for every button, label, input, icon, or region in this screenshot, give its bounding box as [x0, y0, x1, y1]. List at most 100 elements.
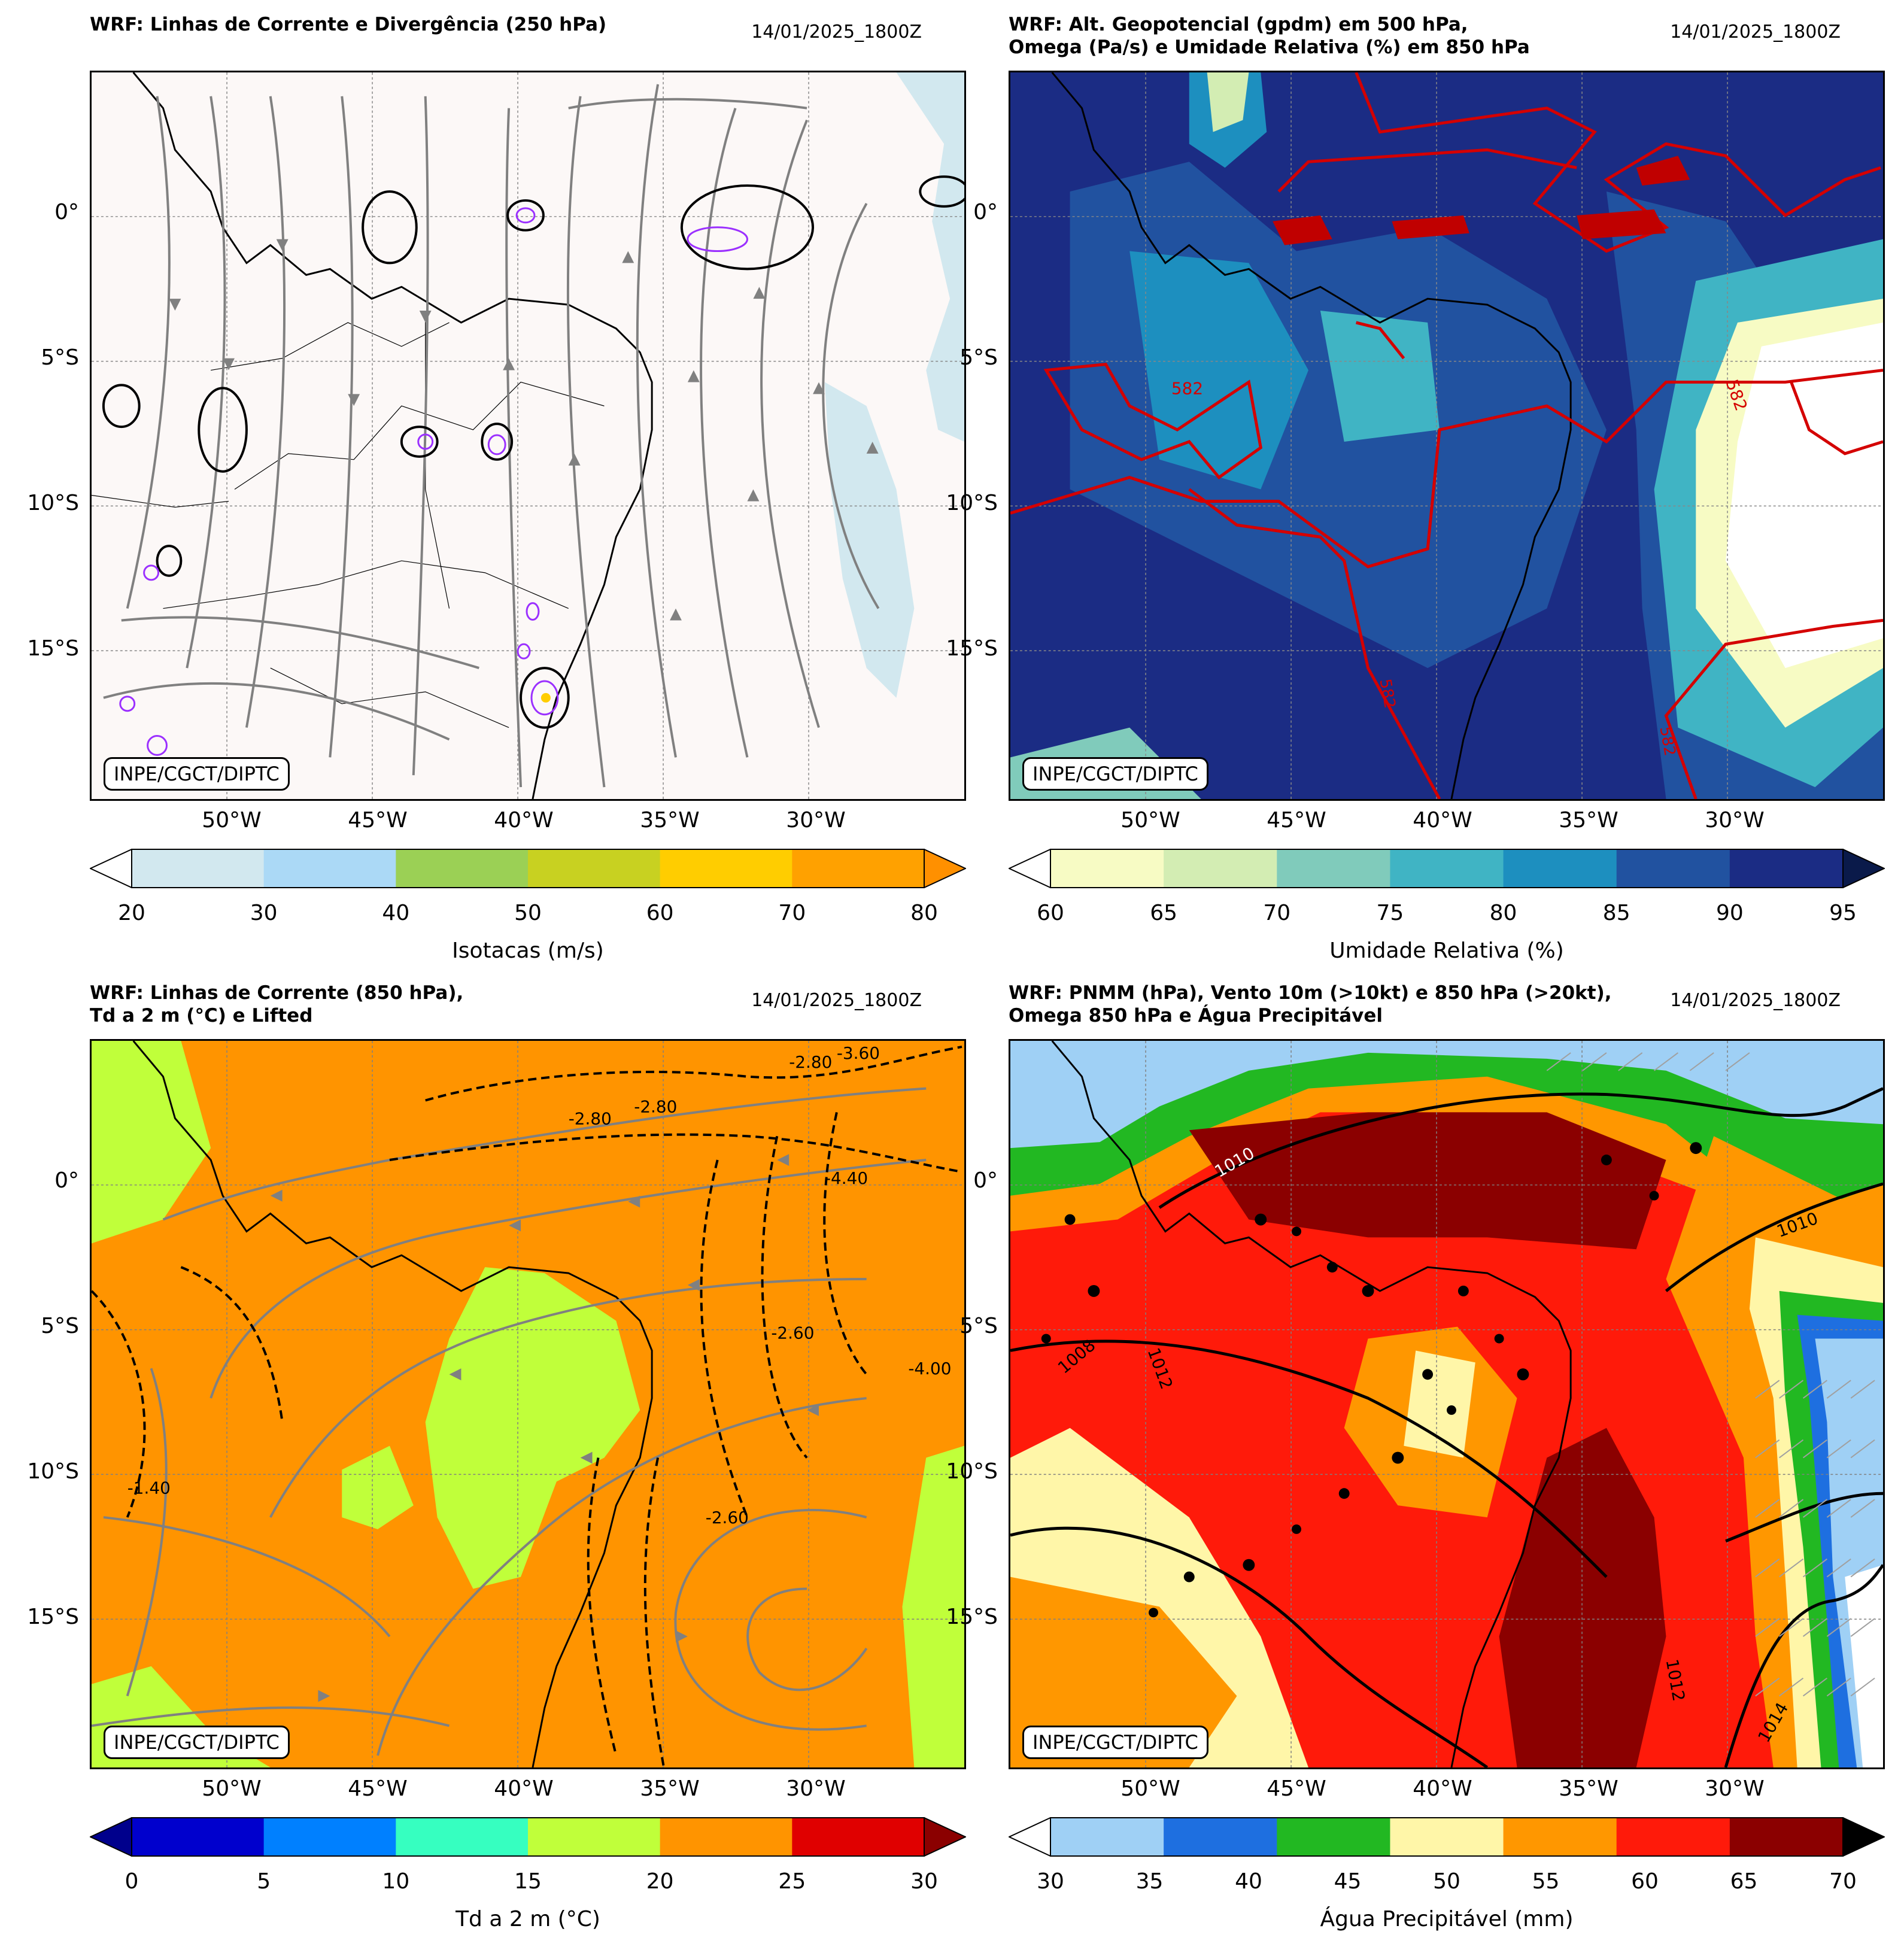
- lat-label: 10°S: [27, 491, 79, 515]
- lat-label: 15°S: [27, 1605, 79, 1629]
- map-area[interactable]: -2.80 -3.60 -2.80 -2.80 -4.40 -2.60 -2.6…: [90, 1039, 966, 1769]
- colorbar-tick-label: 55: [1532, 1869, 1560, 1894]
- colorbar: [1007, 1817, 1886, 1857]
- map-area[interactable]: INPE/CGCT/DIPTC: [90, 71, 966, 801]
- colorbar-segment: [1277, 1818, 1390, 1856]
- contour-label: 1008: [1054, 1335, 1100, 1378]
- credit-box: INPE/CGCT/DIPTC: [104, 1726, 290, 1759]
- colorbar-segment: [1729, 849, 1844, 888]
- contour-label: 582: [1376, 678, 1399, 710]
- lat-label: 0°: [973, 200, 998, 224]
- lon-label: 50°W: [202, 808, 262, 833]
- lon-label: 40°W: [1413, 1776, 1472, 1801]
- lon-label: 30°W: [786, 1776, 846, 1801]
- colorbar-segment: [396, 1818, 529, 1856]
- panel-streamlines-850hpa: WRF: Linhas de Corrente (850 hPa), Td a …: [0, 968, 967, 1944]
- colorbar-segment: [263, 849, 396, 888]
- colorbar-frame: [131, 1817, 925, 1857]
- colorbar-segment: [1729, 1818, 1844, 1856]
- contour-labels: 582 582 582 582: [1171, 377, 1751, 758]
- lon-label: 45°W: [1267, 1776, 1326, 1801]
- colorbar-segment: [528, 1818, 661, 1856]
- colorbar-tick-label: 65: [1730, 1869, 1758, 1894]
- lon-label: 30°W: [1705, 808, 1765, 833]
- credit-box: INPE/CGCT/DIPTC: [104, 757, 290, 791]
- colorbar-frame: [1050, 849, 1844, 888]
- lon-label: 50°W: [1120, 808, 1180, 833]
- lon-label: 40°W: [494, 808, 554, 833]
- colorbar-graphic: [89, 848, 967, 889]
- colorbar-tick-label: 30: [1037, 1869, 1064, 1894]
- colorbar-segment: [528, 849, 661, 888]
- colorbar-tick-label: 0: [124, 1869, 139, 1894]
- colorbar: [89, 1817, 967, 1857]
- panel-datetime: 14/01/2025_1800Z: [1670, 990, 1841, 1011]
- colorbar-tick-label: 60: [1631, 1869, 1659, 1894]
- map-graphics: [1010, 1041, 1883, 1767]
- colorbar-segment: [792, 849, 925, 888]
- colorbar-segment: [1050, 1818, 1164, 1856]
- colorbar-segment: [263, 1818, 396, 1856]
- lon-label: 50°W: [1120, 1776, 1180, 1801]
- lat-label: 15°S: [946, 636, 998, 661]
- colorbar-tick-label: 20: [646, 1869, 674, 1894]
- lat-label: 5°S: [959, 345, 998, 370]
- lat-label: 0°: [54, 1168, 79, 1193]
- colorbar-tick-label: 30: [910, 1869, 938, 1894]
- colorbar-segment: [132, 849, 265, 888]
- colorbar-tick-label: 80: [1489, 901, 1517, 925]
- contour-label: 1014: [1754, 1699, 1792, 1746]
- contour-label: -2.60: [771, 1323, 814, 1343]
- colorbar-tick-label: 60: [1037, 901, 1064, 925]
- colorbar-extend-over: [1842, 1817, 1886, 1857]
- colorbar-tick-label: 85: [1602, 901, 1630, 925]
- map-area[interactable]: 582 582 582 582 INPE/CGCT/DIPTC: [1009, 71, 1885, 801]
- lon-label: 35°W: [640, 1776, 700, 1801]
- contour-label: 1010: [1774, 1208, 1821, 1241]
- lat-label: 10°S: [946, 1459, 998, 1484]
- panel-pnmm-precipitable-water: WRF: PNMM (hPa), Vento 10m (>10kt) e 850…: [919, 968, 1886, 1944]
- lon-label: 35°W: [1559, 1776, 1618, 1801]
- colorbar-tick-label: 70: [778, 901, 806, 925]
- panel-title: WRF: Linhas de Corrente (850 hPa), Td a …: [90, 982, 464, 1026]
- contour-labels: 1010 1010 1012 1012 1014 1008: [1054, 1143, 1821, 1746]
- lon-label: 45°W: [348, 1776, 408, 1801]
- colorbar-segment: [1503, 849, 1617, 888]
- lon-label: 45°W: [348, 808, 408, 833]
- panel-datetime: 14/01/2025_1800Z: [1670, 22, 1841, 42]
- colorbar-segment: [1164, 849, 1277, 888]
- contour-label: -4.40: [825, 1168, 868, 1188]
- colorbar-tick-label: 70: [1263, 901, 1291, 925]
- colorbar-graphic: [89, 1817, 967, 1857]
- contour-label: 582: [1171, 378, 1203, 398]
- contour-label: 582: [1722, 377, 1751, 414]
- colorbar-segment: [1616, 849, 1730, 888]
- colorbar-tick-label: 10: [382, 1869, 410, 1894]
- lat-label: 15°S: [27, 636, 79, 661]
- colorbar-tick-label: 50: [1433, 1869, 1460, 1894]
- colorbar: [1007, 848, 1886, 889]
- colorbar-tick-label: 75: [1376, 901, 1404, 925]
- lon-label: 30°W: [786, 808, 846, 833]
- lat-label: 0°: [54, 200, 79, 224]
- lat-label: 10°S: [946, 491, 998, 515]
- colorbar-segment: [1390, 849, 1504, 888]
- contour-label: -2.60: [706, 1508, 749, 1527]
- colorbar-segment: [1050, 849, 1164, 888]
- colorbar-extend-under: [89, 1817, 132, 1857]
- contour-label: -2.80: [569, 1108, 612, 1128]
- colorbar-tick-label: 40: [1235, 1869, 1262, 1894]
- colorbar-tick-label: 70: [1829, 1869, 1857, 1894]
- colorbar-frame: [131, 849, 925, 888]
- map-area[interactable]: 1010 1010 1012 1012 1014 1008 INPE/CGCT/…: [1009, 1039, 1885, 1769]
- lat-label: 5°S: [41, 345, 79, 370]
- colorbar-label: Isotacas (m/s): [452, 938, 604, 963]
- contour-labels: -2.80 -3.60 -2.80 -2.80 -4.40 -2.60 -2.6…: [127, 1043, 952, 1527]
- colorbar-extend-under: [1007, 1817, 1051, 1857]
- colorbar-label: Água Precipitável (mm): [1320, 1907, 1574, 1931]
- map-graphics: [1010, 72, 1883, 799]
- credit-box: INPE/CGCT/DIPTC: [1022, 1726, 1208, 1759]
- colorbar-tick-label: 90: [1715, 901, 1744, 925]
- colorbar-tick-label: 80: [910, 901, 938, 925]
- lon-label: 40°W: [494, 1776, 554, 1801]
